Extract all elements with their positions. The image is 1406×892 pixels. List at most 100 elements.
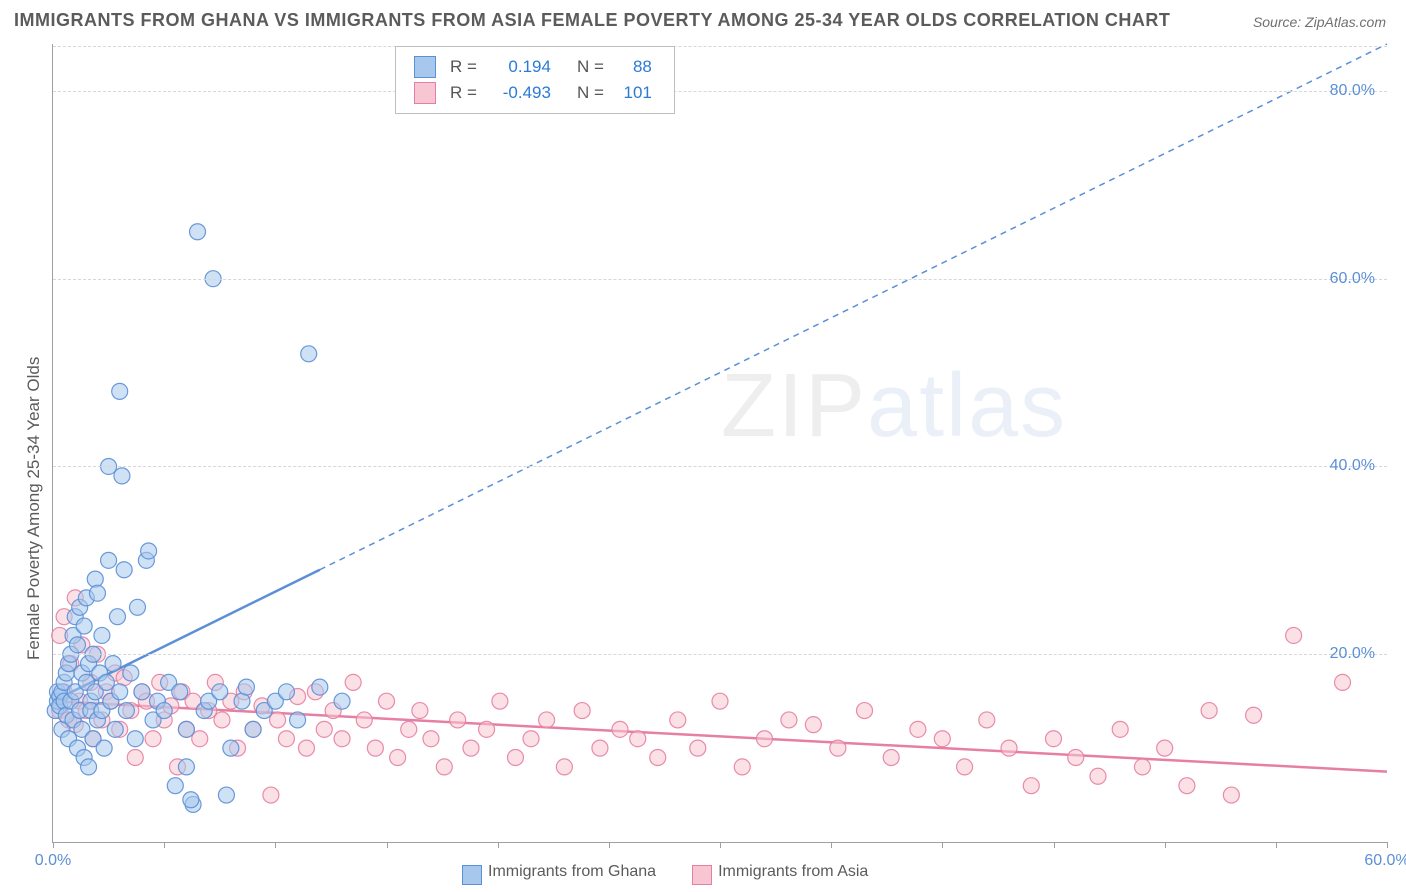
legend-row: R =0.194N =88 [408, 55, 658, 79]
data-point [129, 599, 145, 615]
data-point [957, 759, 973, 775]
legend-swatch [414, 82, 436, 104]
data-point [979, 712, 995, 728]
data-point [109, 609, 125, 625]
data-point [1112, 721, 1128, 737]
legend-r-value: 0.194 [485, 55, 557, 79]
legend-n-label: N = [559, 81, 610, 105]
data-point [167, 778, 183, 794]
data-point [270, 712, 286, 728]
y-tick-label: 80.0% [1330, 82, 1375, 100]
data-point [316, 721, 332, 737]
data-point [190, 224, 206, 240]
gridline [53, 279, 1387, 280]
data-point [556, 759, 572, 775]
x-tick [831, 842, 832, 848]
trend-line-extrapolated [320, 44, 1387, 570]
x-tick [498, 842, 499, 848]
data-point [412, 703, 428, 719]
legend-n-label: N = [559, 55, 610, 79]
data-point [98, 674, 114, 690]
data-point [630, 731, 646, 747]
data-point [367, 740, 383, 756]
x-tick [1165, 842, 1166, 848]
legend-r-label: R = [444, 55, 483, 79]
x-tick-label: 60.0% [1364, 852, 1406, 870]
data-point [910, 721, 926, 737]
data-point [883, 750, 899, 766]
data-point [134, 684, 150, 700]
data-point [781, 712, 797, 728]
x-tick [275, 842, 276, 848]
legend-swatch [692, 865, 712, 885]
data-point [1090, 768, 1106, 784]
data-point [1335, 674, 1351, 690]
data-point [192, 731, 208, 747]
legend-item: Immigrants from Ghana [462, 863, 656, 880]
data-point [94, 627, 110, 643]
data-point [507, 750, 523, 766]
data-point [712, 693, 728, 709]
data-point [1068, 750, 1084, 766]
x-tick [387, 842, 388, 848]
legend-row: R =-0.493N =101 [408, 81, 658, 105]
chart-svg [53, 44, 1387, 842]
data-point [401, 721, 417, 737]
data-point [87, 571, 103, 587]
y-tick-label: 60.0% [1330, 270, 1375, 288]
y-axis-title: Female Poverty Among 25-34 Year Olds [24, 357, 44, 660]
data-point [1157, 740, 1173, 756]
x-tick [164, 842, 165, 848]
data-point [223, 740, 239, 756]
data-point [379, 693, 395, 709]
data-point [145, 731, 161, 747]
data-point [356, 712, 372, 728]
data-point [805, 717, 821, 733]
data-point [298, 740, 314, 756]
x-tick [942, 842, 943, 848]
data-point [934, 731, 950, 747]
data-point [112, 383, 128, 399]
data-point [81, 759, 97, 775]
data-point [96, 740, 112, 756]
data-point [212, 684, 228, 700]
data-point [592, 740, 608, 756]
data-point [1134, 759, 1150, 775]
legend-swatch [414, 56, 436, 78]
data-point [390, 750, 406, 766]
data-point [857, 703, 873, 719]
data-point [127, 750, 143, 766]
source-attribution: Source: ZipAtlas.com [1253, 14, 1386, 30]
gridline [53, 46, 1387, 47]
correlation-legend: R =0.194N =88R =-0.493N =101 [395, 46, 675, 114]
data-point [523, 731, 539, 747]
data-point [101, 552, 117, 568]
legend-label: Immigrants from Asia [718, 863, 868, 880]
data-point [612, 721, 628, 737]
x-tick [720, 842, 721, 848]
data-point [89, 585, 105, 601]
data-point [463, 740, 479, 756]
data-point [278, 684, 294, 700]
data-point [334, 731, 350, 747]
data-point [105, 656, 121, 672]
data-point [830, 740, 846, 756]
data-point [218, 787, 234, 803]
data-point [178, 721, 194, 737]
data-point [118, 703, 134, 719]
y-tick-label: 40.0% [1330, 457, 1375, 475]
data-point [112, 684, 128, 700]
x-tick [609, 842, 610, 848]
data-point [238, 679, 254, 695]
data-point [312, 679, 328, 695]
data-point [1023, 778, 1039, 794]
data-point [734, 759, 750, 775]
data-point [574, 703, 590, 719]
data-point [334, 693, 350, 709]
data-point [301, 346, 317, 362]
gridline [53, 91, 1387, 92]
data-point [423, 731, 439, 747]
legend-r-value: -0.493 [485, 81, 557, 105]
data-point [479, 721, 495, 737]
data-point [650, 750, 666, 766]
